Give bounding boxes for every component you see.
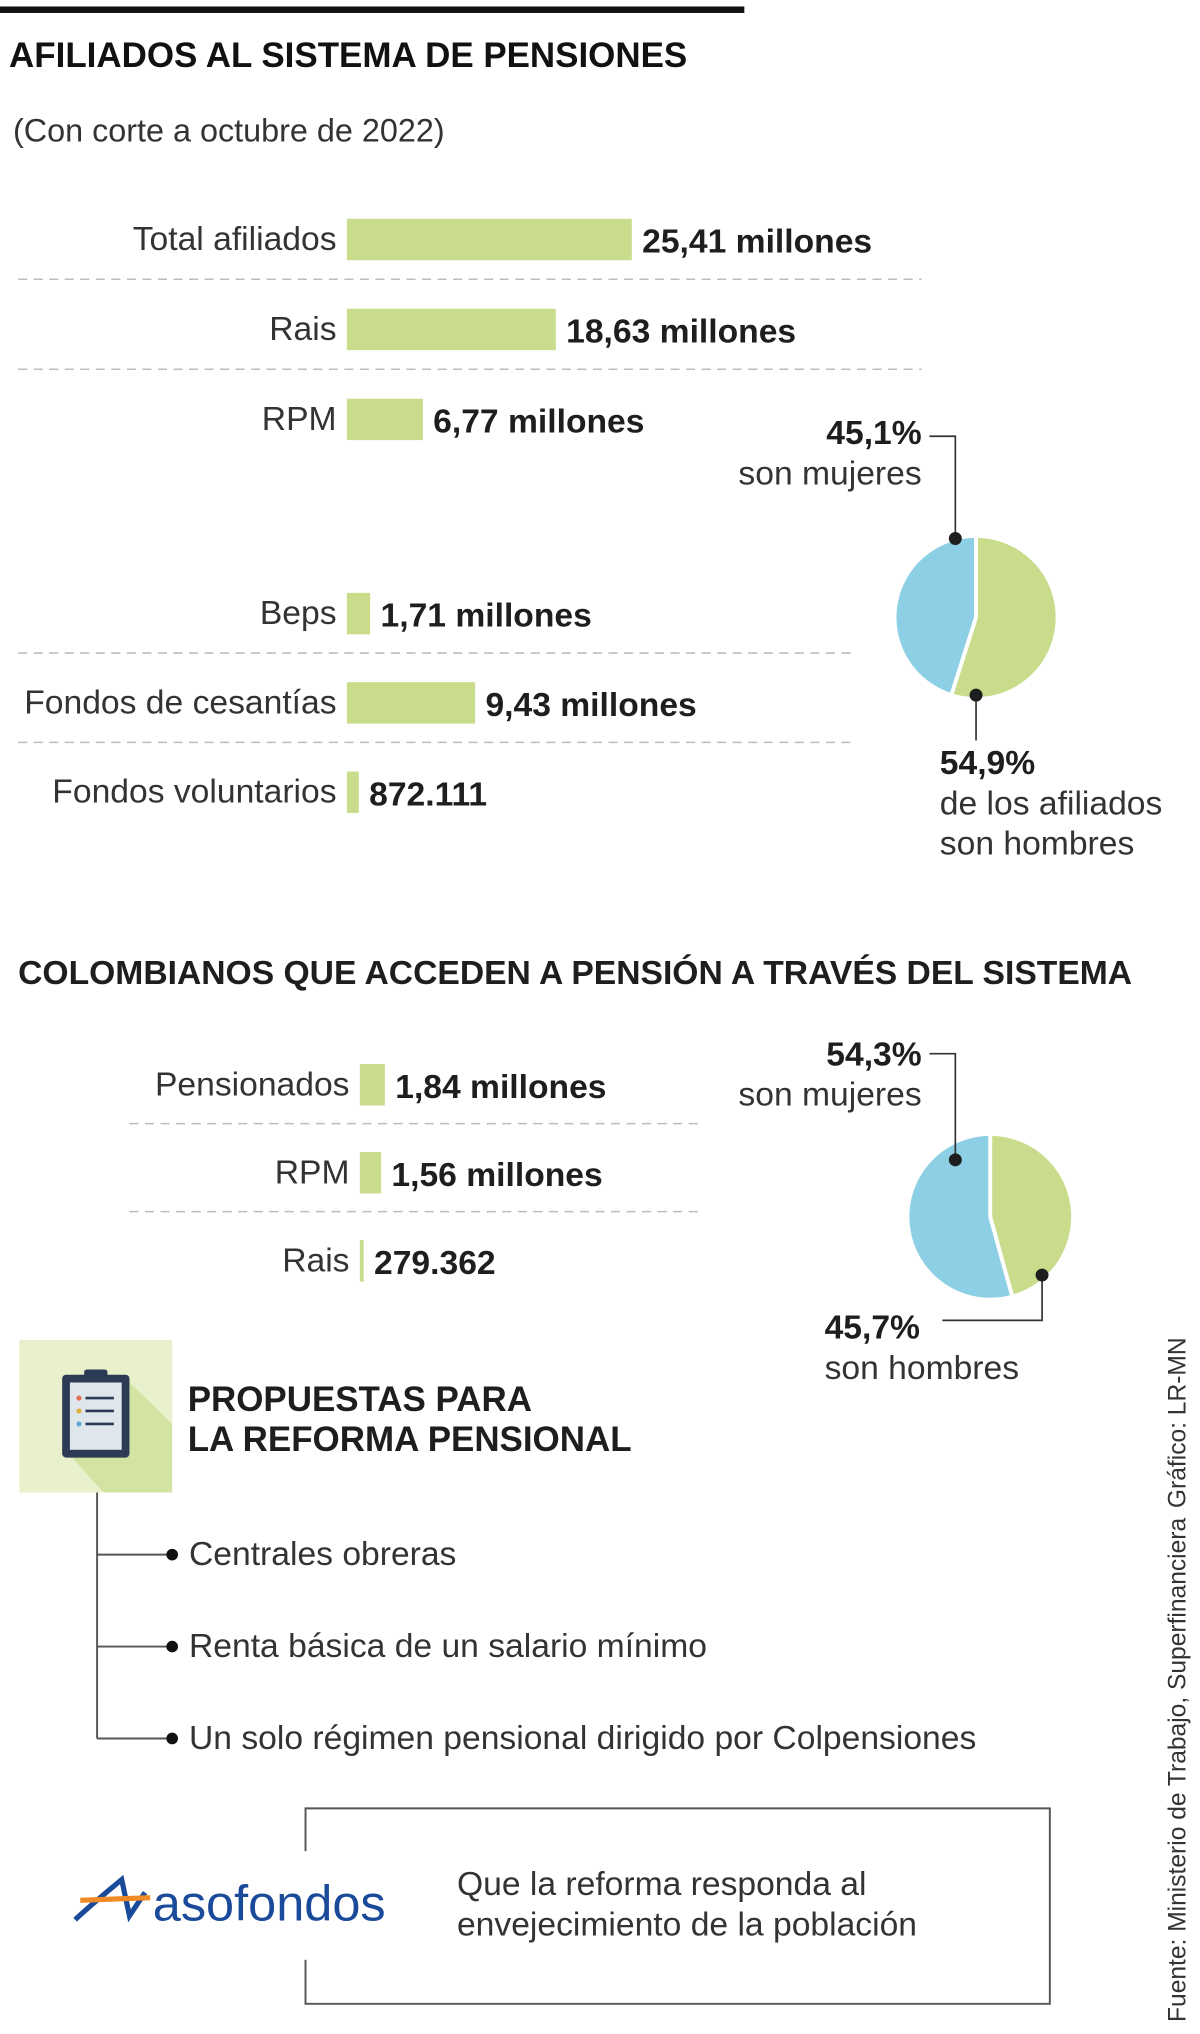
proposal-item: Un solo régimen pensional dirigido por C… xyxy=(189,1720,976,1757)
bar-label: Beps xyxy=(260,595,337,632)
bar xyxy=(346,398,423,441)
bar xyxy=(346,308,556,351)
pie-label: son hombres xyxy=(940,825,1134,862)
value-label: 25,41 millones xyxy=(642,224,872,261)
bar xyxy=(359,1240,364,1282)
title: AFILIADOS AL SISTEMA DE PENSIONES xyxy=(9,36,687,75)
leader-line xyxy=(929,1052,957,1160)
bar xyxy=(346,682,476,724)
pie-value-label: 45,1% xyxy=(826,415,921,452)
graphic-credit: Gráfico: LR-MN xyxy=(1164,1337,1191,1508)
top-rule xyxy=(0,6,745,13)
bar-label: RPM xyxy=(275,1154,350,1191)
quote-line: envejecimiento de la población xyxy=(457,1906,917,1943)
section-title: COLOMBIANOS QUE ACCEDEN A PENSIÓN A TRAV… xyxy=(18,954,1132,992)
pie-value-label: 54,3% xyxy=(826,1036,921,1073)
pie-slice xyxy=(892,533,978,698)
leader-dot xyxy=(948,532,962,545)
value-label: 9,43 millones xyxy=(485,687,696,724)
leader-line xyxy=(929,435,957,539)
bullet xyxy=(166,1548,179,1561)
asofondos-logo: asofondos xyxy=(153,1874,386,1931)
proposal-item: Renta básica de un salario mínimo xyxy=(189,1628,707,1665)
box-gap xyxy=(300,1851,314,1960)
bar-label: Total afiliados xyxy=(133,221,337,258)
proposals-icon xyxy=(19,1339,173,1493)
pie-slice xyxy=(948,533,1060,701)
bar-label: RPM xyxy=(262,401,337,438)
proposal-list: Centrales obreras Renta básica de un sala… xyxy=(97,1536,976,1757)
proposals-title: LA REFORMA PENSIONAL xyxy=(188,1420,632,1459)
pie-value-label: 45,7% xyxy=(825,1310,920,1347)
bar-label: Pensionados xyxy=(155,1066,350,1103)
proposal-item: Centrales obreras xyxy=(189,1536,456,1573)
bar xyxy=(359,1064,385,1106)
leader-line xyxy=(942,1275,1043,1322)
pie-label: de los afiliados xyxy=(940,785,1163,822)
bar-label: Fondos de cesantías xyxy=(24,684,336,721)
pie-label: son mujeres xyxy=(738,455,921,492)
pie-slice xyxy=(905,1132,1015,1302)
leader-dot xyxy=(948,1153,962,1167)
bar-label: Rais xyxy=(282,1242,349,1279)
value-label: 1,71 millones xyxy=(381,598,592,635)
value-label: 18,63 millones xyxy=(566,314,796,351)
bar xyxy=(346,218,632,261)
value-label: 6,77 millones xyxy=(433,403,644,440)
pie-slice xyxy=(988,1132,1075,1300)
value-label: 872.111 xyxy=(369,776,487,813)
bar xyxy=(359,1152,382,1194)
asofondos-mark xyxy=(73,1874,151,1923)
pie-label: son mujeres xyxy=(738,1077,921,1114)
source-credit: Fuente: Ministerio de Trabajo, Superfina… xyxy=(1164,1518,1191,2022)
bar xyxy=(346,592,371,635)
bullet xyxy=(166,1732,179,1745)
value-label: 1,84 millones xyxy=(395,1069,606,1106)
pie-label: son hombres xyxy=(825,1350,1019,1387)
value-label: 279.362 xyxy=(374,1245,496,1282)
proposals-title: PROPUESTAS PARA xyxy=(188,1380,532,1419)
bullet xyxy=(166,1640,179,1653)
subtitle: (Con corte a octubre de 2022) xyxy=(13,113,445,149)
bar-label: Rais xyxy=(269,311,336,348)
bar xyxy=(346,771,359,813)
value-label: 1,56 millones xyxy=(391,1157,602,1194)
leader-dot xyxy=(969,688,983,702)
pie-value-label: 54,9% xyxy=(940,745,1035,782)
quote-line: Que la reforma responda al xyxy=(457,1866,867,1903)
bar-label: Fondos voluntarios xyxy=(52,774,336,811)
leader-dot xyxy=(1035,1268,1049,1282)
